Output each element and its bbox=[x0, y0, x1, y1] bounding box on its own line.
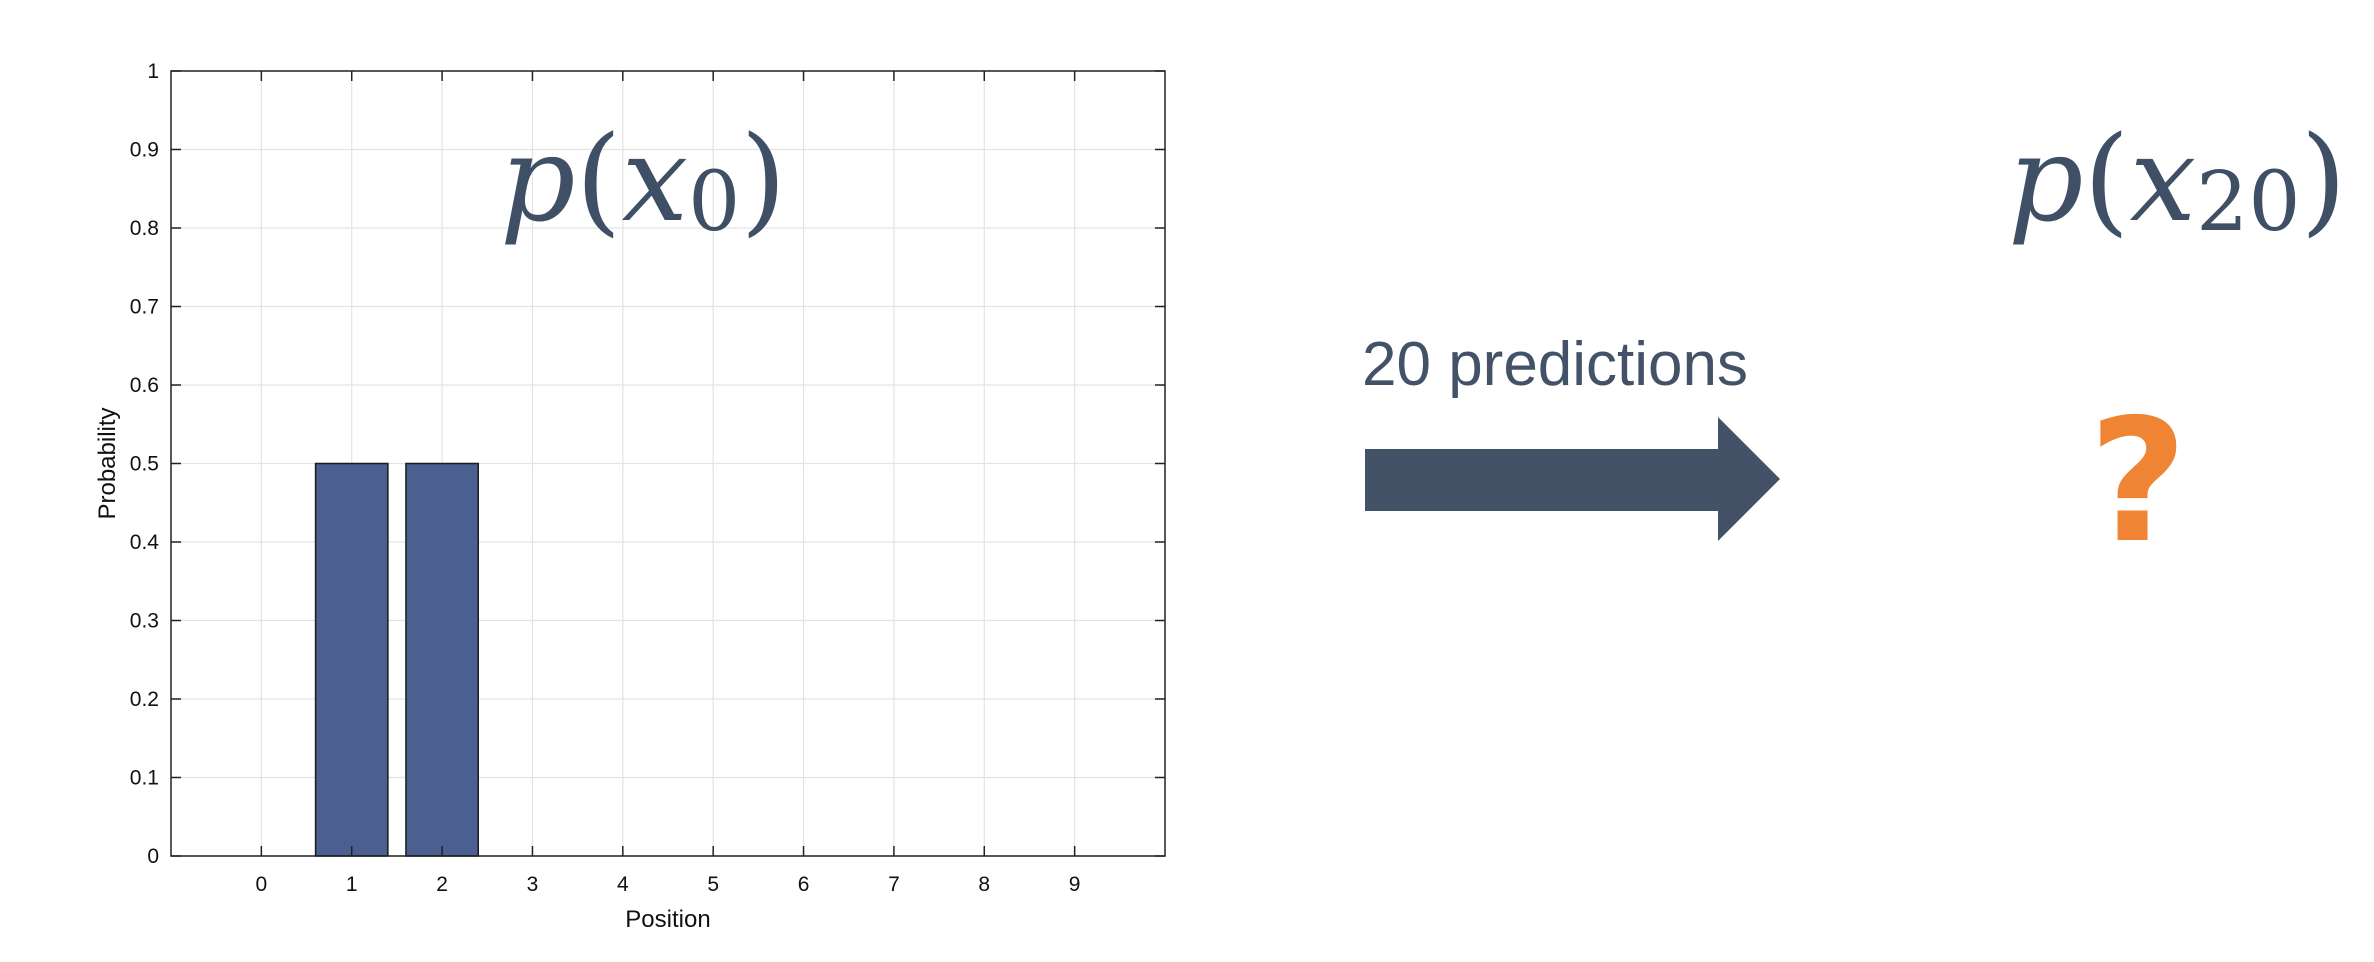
arrow-label: 20 predictions bbox=[1362, 330, 1748, 399]
bar bbox=[314, 462, 389, 857]
y-tick-label: 0.3 bbox=[130, 610, 159, 633]
y-tick-label: 0.7 bbox=[130, 296, 159, 319]
y-tick-labels: 0 0.1 0.2 0.3 0.4 0.5 0.6 0.7 0.8 0.9 1 bbox=[130, 60, 160, 868]
y-tick-label: 0.9 bbox=[130, 139, 159, 162]
x-tick-label: 6 bbox=[798, 873, 810, 896]
x-tick-label: 8 bbox=[978, 873, 990, 896]
y-tick-label: 0 bbox=[147, 845, 159, 868]
open-paren: ( bbox=[576, 110, 622, 248]
x-axis-label: Position bbox=[625, 906, 710, 933]
y-axis-label: Probability bbox=[94, 407, 121, 519]
p-symbol: p bbox=[500, 110, 576, 248]
x-symbol: x bbox=[622, 110, 689, 248]
x-tick-label: 1 bbox=[346, 873, 358, 896]
p-symbol: p bbox=[2008, 110, 2084, 248]
bars bbox=[314, 462, 479, 857]
y-tick-label: 0.6 bbox=[130, 374, 159, 397]
bar-chart: 0 0.1 0.2 0.3 0.4 0.5 0.6 0.7 0.8 0.9 1 0 1 2 3 4 5 6 7 8 9… bbox=[94, 60, 1166, 933]
close-paren: ) bbox=[740, 110, 786, 248]
x-tick-label: 4 bbox=[617, 873, 629, 896]
x-tick-label: 5 bbox=[707, 873, 719, 896]
bar bbox=[405, 462, 479, 857]
x-tick-labels: 0 1 2 3 4 5 6 7 8 9 bbox=[256, 873, 1081, 896]
x-tick-label: 7 bbox=[888, 873, 900, 896]
axis-ticks bbox=[171, 70, 1165, 857]
y-tick-label: 1 bbox=[147, 60, 159, 83]
subscript: 0 bbox=[688, 155, 740, 250]
p-x20-formula: p(x20) bbox=[2008, 110, 2347, 250]
p-x0-formula: p(x0) bbox=[500, 110, 786, 250]
y-tick-label: 0.1 bbox=[130, 767, 159, 790]
y-tick-label: 0.4 bbox=[130, 531, 160, 554]
question-mark-icon: ? bbox=[2089, 383, 2188, 581]
y-tick-label: 0.5 bbox=[130, 453, 159, 476]
x-tick-label: 9 bbox=[1069, 873, 1081, 896]
x-tick-label: 2 bbox=[436, 873, 448, 896]
x-tick-label: 0 bbox=[256, 873, 268, 896]
close-paren: ) bbox=[2301, 110, 2347, 248]
y-tick-label: 0.2 bbox=[130, 688, 159, 711]
x-symbol: x bbox=[2130, 110, 2197, 248]
open-paren: ( bbox=[2084, 110, 2130, 248]
subscript: 20 bbox=[2196, 155, 2300, 250]
y-tick-label: 0.8 bbox=[130, 217, 159, 240]
right-arrow-icon bbox=[1365, 417, 1780, 541]
x-tick-label: 3 bbox=[527, 873, 539, 896]
